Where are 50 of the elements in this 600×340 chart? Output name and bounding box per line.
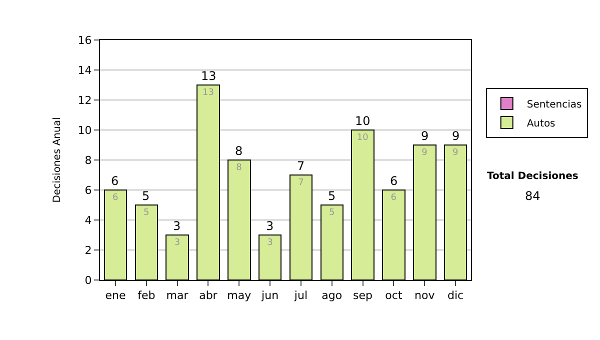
- x-tick-label: jun: [260, 289, 279, 302]
- data-label: 3: [174, 238, 180, 248]
- total-label: 10: [355, 114, 370, 128]
- total-label: 3: [173, 219, 181, 233]
- total-label: 9: [452, 129, 460, 143]
- x-tick-label: mar: [166, 289, 189, 302]
- total-label: 6: [111, 174, 119, 188]
- data-label: 10: [356, 133, 369, 143]
- text: Total Decisiones: [487, 171, 578, 182]
- x-tick-label: sep: [353, 289, 373, 302]
- y-tick-label: 16: [78, 34, 92, 47]
- legend-label: Autos: [526, 118, 556, 130]
- total-label: 9: [421, 129, 429, 143]
- x-tick-label: oct: [385, 289, 403, 302]
- total-label: 5: [328, 189, 336, 203]
- total-label: 6: [390, 174, 398, 188]
- y-tick-label: 8: [84, 154, 92, 167]
- y-tick-label: 6: [84, 184, 92, 197]
- y-tick-label: 14: [78, 64, 92, 77]
- text: 84: [525, 189, 540, 203]
- total-label: 5: [142, 189, 150, 203]
- x-tick-label: ene: [105, 289, 126, 302]
- total-label: 7: [297, 159, 305, 173]
- data-label: 8: [236, 163, 242, 173]
- data-label: 9: [452, 148, 459, 158]
- legend-label: Sentencias: [526, 99, 582, 110]
- total-label: 8: [235, 144, 243, 158]
- y-tick-label: 12: [78, 94, 92, 107]
- x-tick-label: may: [227, 289, 252, 302]
- x-tick-label: dic: [447, 289, 464, 302]
- data-label: 3: [267, 238, 273, 248]
- x-tick-label: jul: [293, 289, 308, 302]
- y-axis-title: Decisiones Anual: [52, 117, 63, 203]
- y-tick-label: 2: [84, 244, 92, 257]
- total-label: 3: [266, 219, 274, 233]
- total-label: 13: [201, 69, 216, 83]
- x-tick-label: feb: [138, 289, 156, 302]
- data-label: 5: [144, 208, 150, 218]
- y-tick-label: 0: [84, 274, 92, 287]
- x-tick-label: nov: [414, 289, 436, 302]
- data-label: 6: [112, 193, 118, 203]
- data-label: 5: [329, 208, 335, 218]
- data-label: 9: [422, 148, 428, 158]
- data-label: 7: [298, 178, 304, 188]
- x-tick-label: abr: [199, 289, 218, 302]
- x-tick-label: ago: [322, 289, 342, 302]
- data-label: 13: [202, 88, 214, 98]
- data-label: 6: [390, 193, 397, 203]
- y-tick-label: 10: [78, 124, 92, 137]
- y-tick-label: 4: [84, 214, 92, 227]
